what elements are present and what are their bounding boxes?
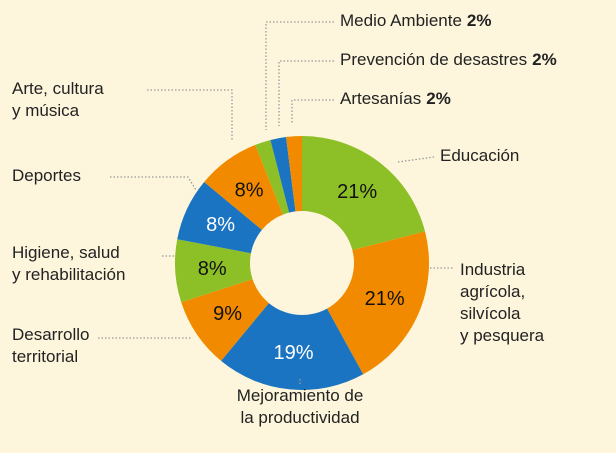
leader-line bbox=[110, 176, 197, 191]
category-label-line: y pesquera bbox=[460, 326, 545, 345]
value-label: 2% bbox=[426, 89, 451, 108]
category-label-line: Mejoramiento de bbox=[237, 386, 364, 405]
value-label: 2% bbox=[532, 50, 557, 69]
value-label: 19% bbox=[274, 342, 314, 364]
category-label-line: Medio Ambiente bbox=[340, 11, 462, 30]
donut-segment bbox=[177, 182, 262, 254]
category-label-line: Prevención de desastres bbox=[340, 50, 527, 69]
category-label: Industria agrícola, silvícola y pesquera bbox=[460, 260, 545, 345]
category-label-line: Desarrollo bbox=[12, 325, 89, 344]
value-label: 2% bbox=[467, 11, 492, 30]
category-label: Medio Ambiente 2% bbox=[340, 11, 491, 30]
value-label: 8% bbox=[206, 214, 235, 236]
category-label-line: Industria bbox=[460, 260, 526, 279]
category-label-line: la productividad bbox=[240, 408, 359, 427]
category-label-line: territorial bbox=[12, 347, 78, 366]
donut-segment bbox=[221, 303, 364, 390]
value-label: 21% bbox=[365, 288, 405, 310]
category-label-line: Arte, cultura bbox=[12, 79, 104, 98]
donut-segment bbox=[255, 139, 290, 215]
donut-segment bbox=[270, 137, 296, 213]
donut-segment bbox=[302, 136, 426, 251]
category-label-line: Higiene, salud bbox=[12, 243, 120, 262]
donut-segment bbox=[327, 231, 429, 375]
value-label: 9% bbox=[213, 303, 242, 325]
category-label-line: Educación bbox=[440, 146, 519, 165]
value-label: 21% bbox=[337, 181, 377, 203]
leader-line bbox=[265, 21, 334, 130]
category-label: Higiene, salud y rehabilitación bbox=[12, 243, 125, 284]
category-label: Arte, cultura y música bbox=[12, 79, 104, 120]
category-label: Prevención de desastres 2% bbox=[340, 50, 557, 69]
value-label: 8% bbox=[235, 179, 264, 201]
leader-line bbox=[291, 99, 334, 124]
value-label: 8% bbox=[198, 258, 227, 280]
leader-line bbox=[147, 89, 233, 140]
leader-line bbox=[278, 60, 334, 126]
category-label-line: Deportes bbox=[12, 166, 81, 185]
category-label-line: silvícola bbox=[460, 304, 521, 323]
leader-line bbox=[397, 156, 435, 163]
category-label-line: y rehabilitación bbox=[12, 265, 125, 284]
donut-segment bbox=[204, 144, 283, 230]
category-label: Desarrollo territorial bbox=[12, 325, 89, 366]
category-label: Educación bbox=[440, 146, 519, 165]
category-label: Mejoramiento de la productividad bbox=[237, 386, 364, 427]
donut-segment bbox=[174, 239, 253, 303]
donut-segment bbox=[181, 279, 269, 361]
donut-segment bbox=[286, 136, 302, 212]
category-label-line: y música bbox=[12, 101, 80, 120]
category-label: Deportes bbox=[12, 166, 81, 185]
category-label: Artesanías 2% bbox=[340, 89, 451, 108]
category-label-line: agrícola, bbox=[460, 282, 525, 301]
category-label-line: Artesanías bbox=[340, 89, 421, 108]
